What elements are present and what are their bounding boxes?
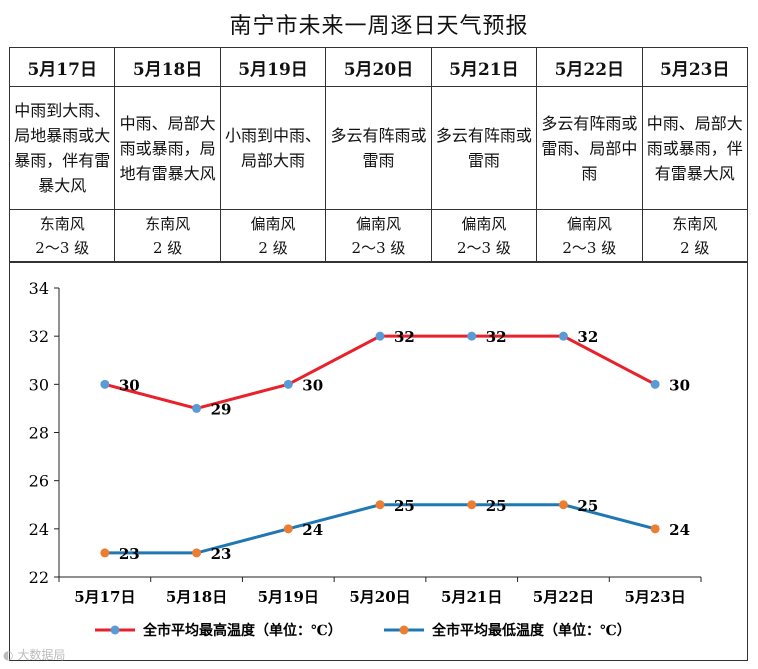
wind-level: 2～3 级 bbox=[562, 239, 617, 257]
y-tick-label: 26 bbox=[29, 472, 49, 491]
wind-level: 2～3 级 bbox=[351, 239, 406, 257]
data-point bbox=[650, 524, 660, 534]
weather-cell: 多云有阵雨或雷雨 bbox=[430, 86, 538, 210]
data-label: 24 bbox=[302, 521, 323, 539]
data-label: 23 bbox=[211, 545, 232, 563]
legend-marker bbox=[110, 625, 120, 635]
weather-cell: 中雨、局部大雨或暴雨，伴有雷暴大风 bbox=[641, 86, 749, 210]
data-point bbox=[375, 500, 385, 510]
date-cell: 5月20日 bbox=[325, 47, 432, 87]
data-point bbox=[558, 500, 568, 510]
data-point bbox=[283, 524, 293, 534]
wind-cell: 东南风 2 级 bbox=[114, 209, 221, 263]
data-label: 25 bbox=[486, 497, 507, 515]
weather-cell: 中雨到大雨、局地暴雨或大暴雨，伴有雷暴大风 bbox=[8, 86, 116, 210]
data-label: 25 bbox=[394, 497, 415, 515]
weather-cell: 多云有阵雨或雷雨 bbox=[325, 86, 432, 210]
data-point bbox=[192, 403, 202, 413]
wind-cell: 偏南风 2～3 级 bbox=[325, 209, 432, 263]
y-tick-label: 30 bbox=[29, 375, 49, 394]
data-label: 30 bbox=[669, 376, 690, 394]
wind-level: 2～3 级 bbox=[35, 239, 90, 257]
forecast-table: 5月17日 5月18日 5月19日 5月20日 5月21日 5月22日 5月23… bbox=[8, 47, 749, 263]
data-point bbox=[100, 548, 110, 558]
data-point bbox=[467, 331, 477, 341]
wind-cell: 东南风 2 级 bbox=[641, 209, 749, 263]
wind-cell: 偏南风 2～3 级 bbox=[536, 209, 643, 263]
data-label: 29 bbox=[211, 400, 232, 418]
wind-level: 2 级 bbox=[152, 239, 183, 257]
date-cell: 5月19日 bbox=[219, 47, 327, 87]
page-title: 南宁市未来一周逐日天气预报 bbox=[229, 14, 529, 39]
wind-direction: 偏南风 bbox=[461, 215, 507, 233]
data-label: 32 bbox=[486, 328, 507, 346]
x-tick-label: 5月17日 bbox=[74, 588, 135, 606]
wind-cell: 偏南风 2～3 级 bbox=[430, 209, 538, 263]
data-point bbox=[192, 548, 202, 558]
x-tick-label: 5月22日 bbox=[533, 588, 594, 606]
x-tick-label: 5月19日 bbox=[258, 588, 319, 606]
data-label: 30 bbox=[119, 376, 140, 394]
date-cell: 5月23日 bbox=[641, 47, 749, 87]
watermark-logo-icon: ◐ bbox=[3, 648, 14, 662]
wind-direction: 偏南风 bbox=[355, 215, 401, 233]
wind-level: 2 级 bbox=[680, 239, 710, 257]
wind-cell: 偏南风 2 级 bbox=[219, 209, 327, 263]
y-tick-label: 34 bbox=[29, 279, 49, 298]
legend-label: 全市平均最高温度（单位：℃） bbox=[142, 622, 342, 639]
y-tick-label: 32 bbox=[29, 327, 49, 346]
weather-cell: 中雨、局部大雨或暴雨，局地有雷暴大风 bbox=[114, 86, 221, 210]
x-tick-label: 5月23日 bbox=[624, 588, 685, 606]
x-tick-label: 5月20日 bbox=[349, 588, 410, 606]
wind-cell: 东南风 2～3 级 bbox=[8, 209, 116, 263]
x-tick-label: 5月21日 bbox=[441, 588, 502, 606]
data-point bbox=[467, 500, 477, 510]
temperature-chart: 22 24 26 28 30 32 34 5月17日 5月18日 5月19日 5月20日 5月21日 5… bbox=[29, 279, 702, 639]
wind-direction: 东南风 bbox=[145, 215, 191, 233]
watermark: ◐ 大数据局 bbox=[3, 646, 65, 663]
weather-cell: 小雨到中雨、局部大雨 bbox=[219, 86, 327, 210]
series-line bbox=[104, 503, 656, 555]
y-tick-label: 24 bbox=[29, 520, 49, 539]
legend-marker bbox=[399, 625, 409, 635]
y-tick-label: 22 bbox=[29, 568, 49, 587]
legend-label: 全市平均最低温度（单位：℃） bbox=[431, 622, 631, 639]
date-cell: 5月17日 bbox=[8, 47, 116, 87]
wind-direction: 东南风 bbox=[672, 215, 718, 233]
x-tick-label: 5月18日 bbox=[166, 588, 227, 606]
data-label: 30 bbox=[302, 376, 323, 394]
data-point bbox=[650, 379, 660, 389]
series-line bbox=[104, 334, 656, 410]
wind-direction: 东南风 bbox=[39, 215, 85, 233]
wind-direction: 偏南风 bbox=[566, 215, 612, 233]
data-point bbox=[100, 379, 110, 389]
y-tick-label: 28 bbox=[29, 424, 49, 443]
data-point bbox=[283, 379, 293, 389]
data-label: 32 bbox=[394, 328, 415, 346]
data-label: 23 bbox=[119, 545, 140, 563]
date-cell: 5月22日 bbox=[536, 47, 643, 87]
watermark-text: 大数据局 bbox=[17, 648, 66, 662]
wind-level: 2 级 bbox=[258, 239, 288, 257]
temperature-chart-panel: 22 24 26 28 30 32 34 5月17日 5月18日 5月19日 5月20日 5月21日 5… bbox=[9, 261, 748, 661]
wind-direction: 偏南风 bbox=[250, 215, 296, 233]
date-cell: 5月21日 bbox=[430, 47, 538, 87]
data-label: 25 bbox=[577, 497, 598, 515]
data-point bbox=[375, 331, 385, 341]
data-label: 32 bbox=[577, 328, 598, 346]
data-label: 24 bbox=[669, 521, 690, 539]
data-point bbox=[558, 331, 568, 341]
weather-cell: 多云有阵雨或雷雨、局部中雨 bbox=[536, 86, 643, 210]
date-cell: 5月18日 bbox=[114, 47, 221, 87]
wind-level: 2～3 级 bbox=[456, 239, 511, 257]
